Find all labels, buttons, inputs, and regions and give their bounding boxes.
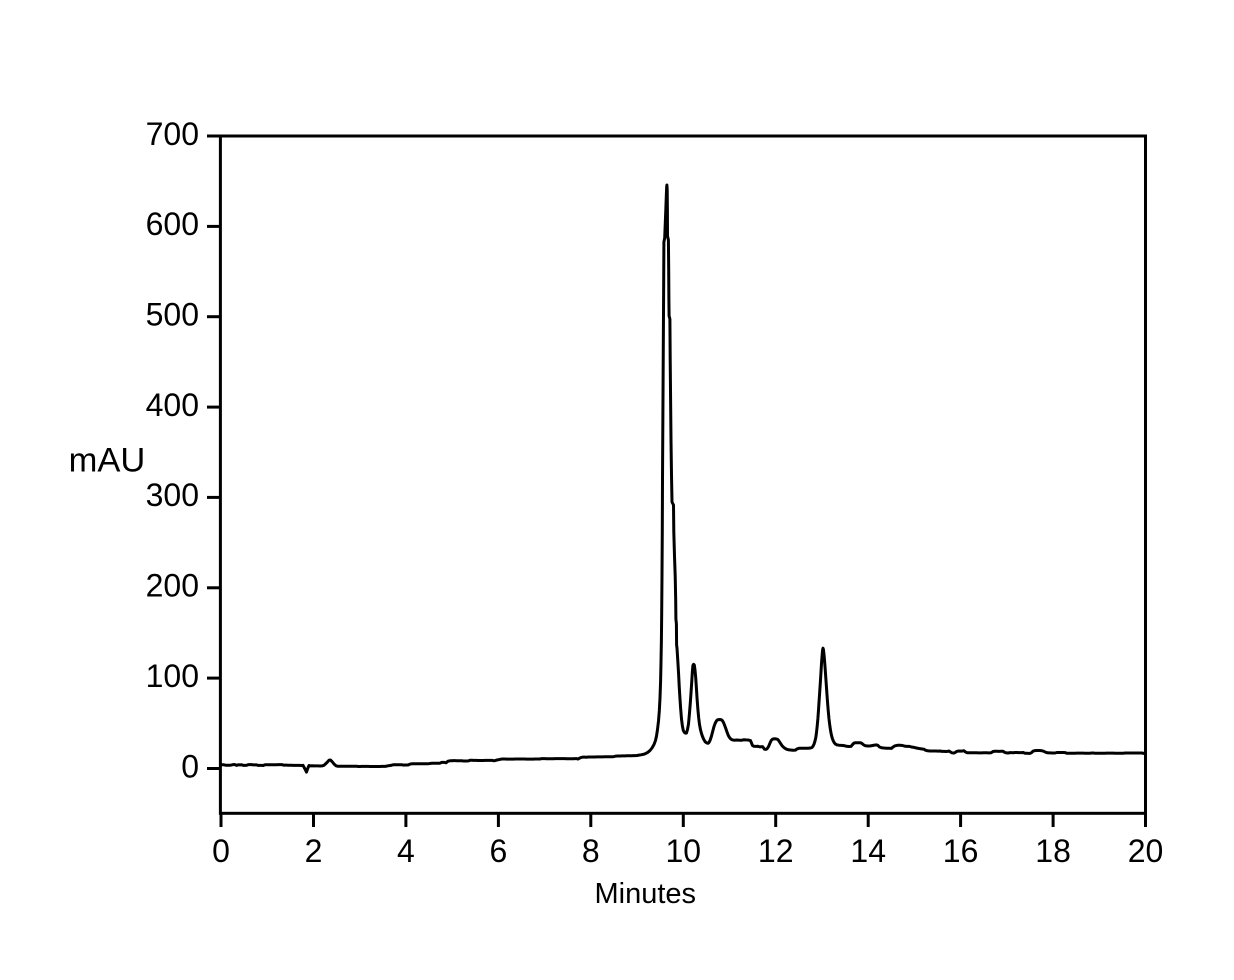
svg-text:12: 12 <box>758 833 794 869</box>
svg-text:600: 600 <box>146 206 199 242</box>
svg-text:300: 300 <box>146 477 199 513</box>
svg-text:6: 6 <box>490 833 508 869</box>
svg-text:2: 2 <box>305 833 323 869</box>
svg-text:700: 700 <box>146 116 199 152</box>
svg-text:18: 18 <box>1035 833 1071 869</box>
svg-text:400: 400 <box>146 387 199 423</box>
svg-text:200: 200 <box>146 568 199 604</box>
svg-text:0: 0 <box>181 748 199 784</box>
svg-text:10: 10 <box>666 833 702 869</box>
svg-text:14: 14 <box>850 833 886 869</box>
svg-text:4: 4 <box>397 833 415 869</box>
svg-text:500: 500 <box>146 297 199 333</box>
svg-text:20: 20 <box>1128 833 1164 869</box>
svg-text:16: 16 <box>943 833 979 869</box>
svg-text:100: 100 <box>146 658 199 694</box>
svg-text:Minutes: Minutes <box>595 878 697 910</box>
svg-text:mAU: mAU <box>69 442 146 480</box>
svg-text:0: 0 <box>212 833 230 869</box>
svg-text:8: 8 <box>582 833 600 869</box>
